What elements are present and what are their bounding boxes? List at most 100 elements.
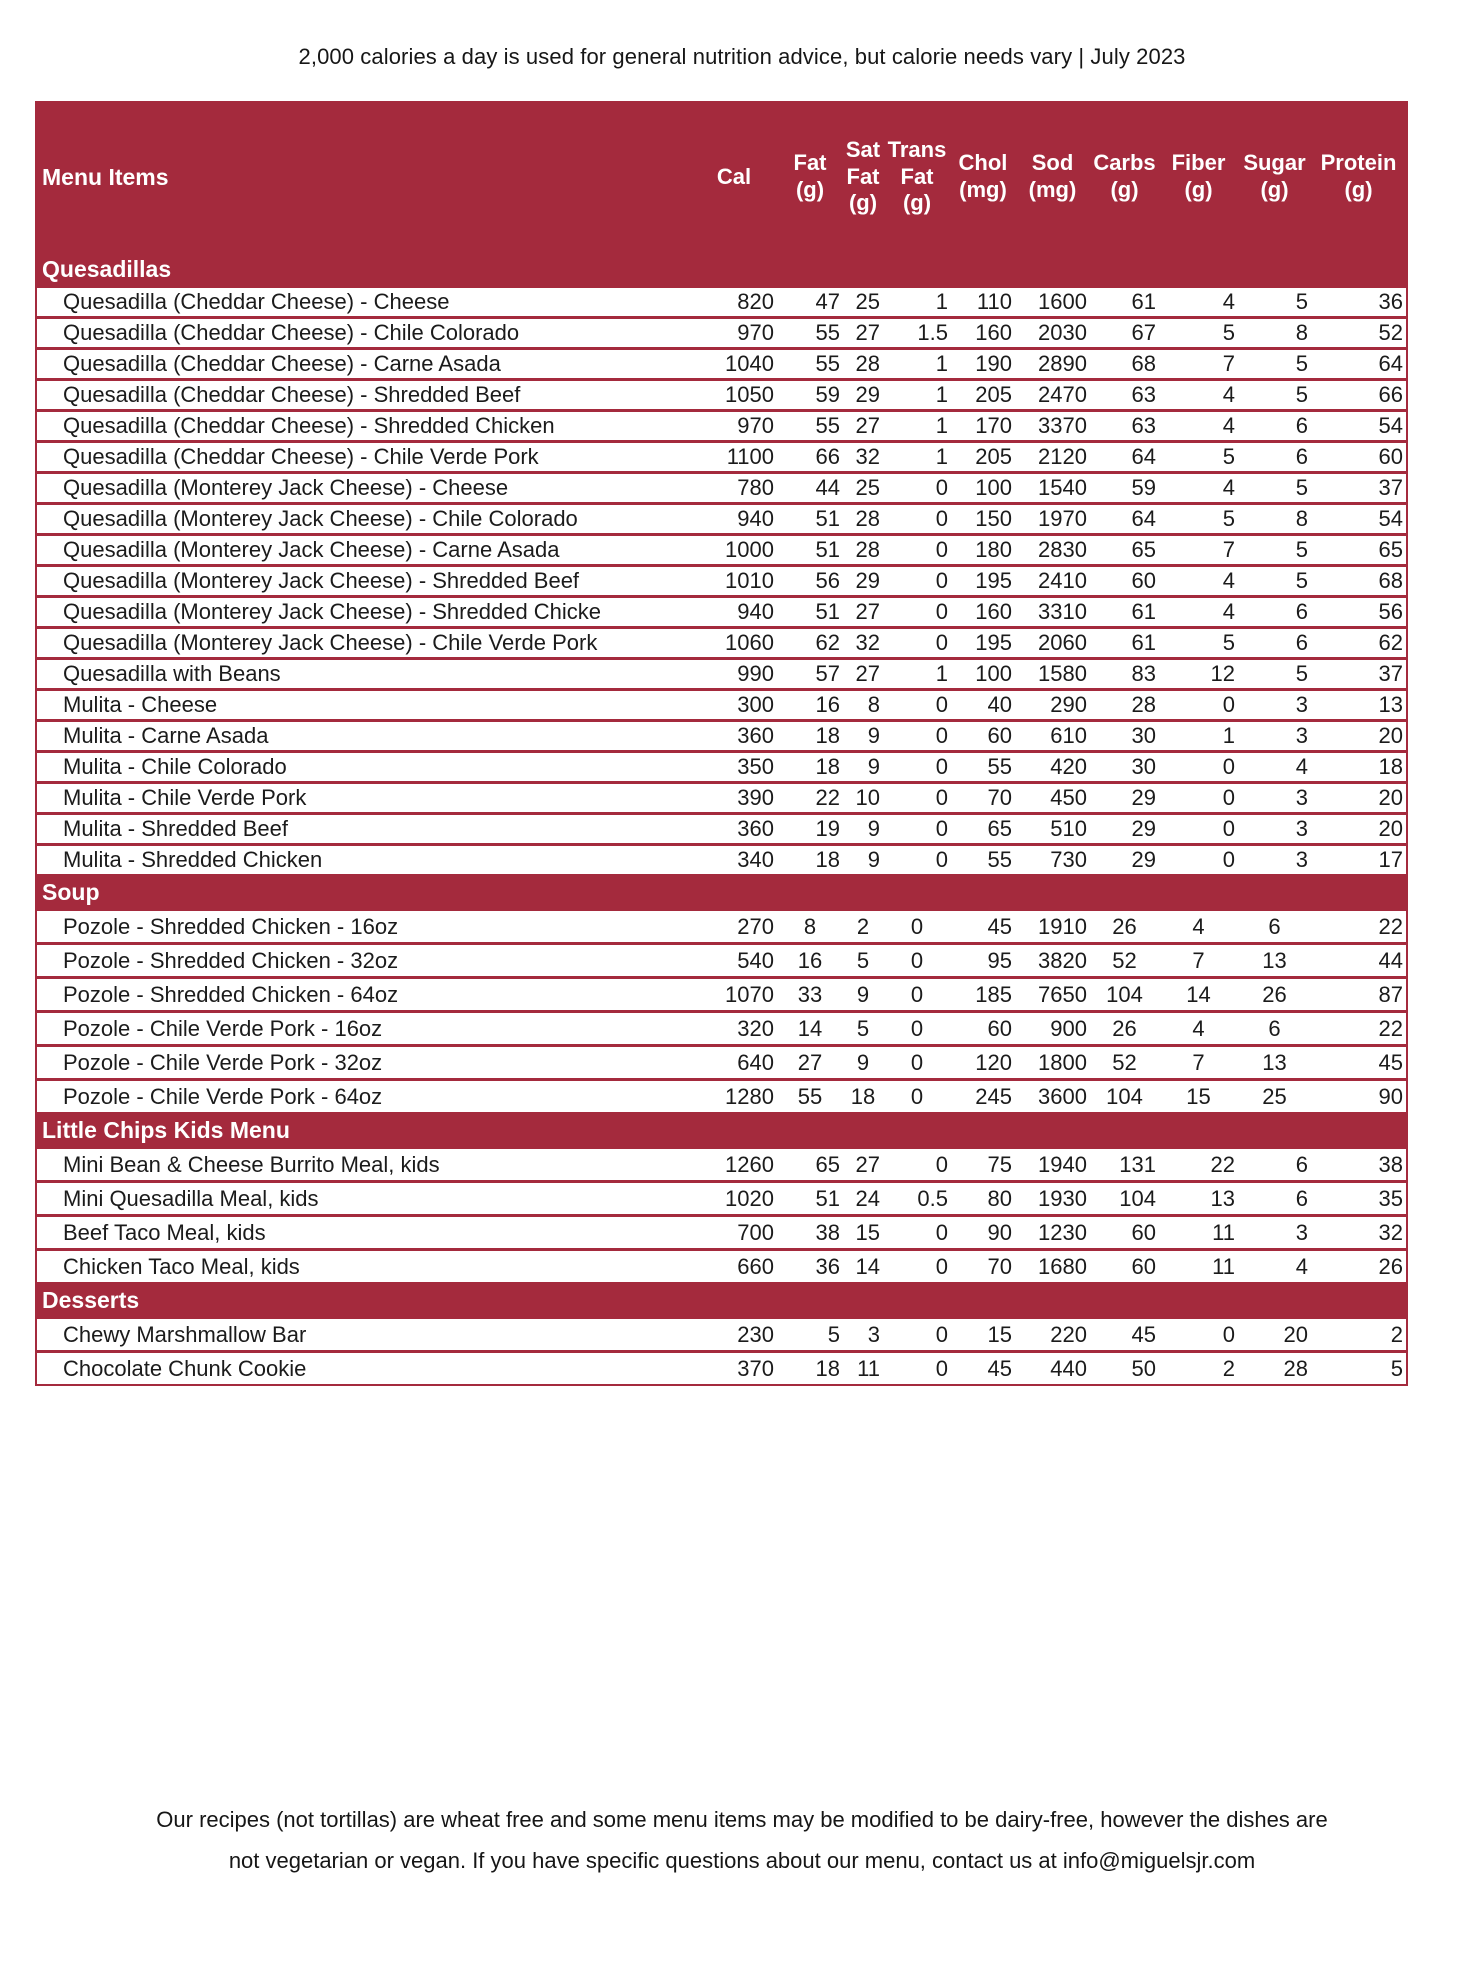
value-sod: 1940: [1038, 1151, 1087, 1177]
value-chol: 195: [975, 568, 1012, 593]
value-trans-fat: 0: [935, 568, 948, 593]
column-header-sat-fat: Sat Fat (g): [843, 137, 883, 217]
value-sugar: 6: [1295, 599, 1308, 624]
value-chol: 190: [975, 351, 1012, 376]
value-sod: 1230: [1038, 1219, 1087, 1245]
menu-item-row: Quesadilla (Monterey Jack Cheese) - Chil…: [37, 505, 1406, 533]
value-sugar: 3: [1295, 692, 1308, 717]
value-trans-fat: 1: [935, 661, 948, 686]
value-sugar: 5: [1295, 537, 1308, 562]
value-sod: 510: [1050, 816, 1087, 841]
value-sod: 2030: [1038, 320, 1087, 345]
column-header-chol: Chol (mg): [951, 150, 1015, 204]
value-fat: 19: [815, 816, 840, 841]
menu-item-name: Chewy Marshmallow Bar: [63, 1321, 307, 1347]
value-trans-fat: 0: [935, 754, 948, 779]
value-fat: 18: [815, 847, 840, 872]
menu-item-name: Quesadilla (Monterey Jack Cheese) - Chil…: [63, 506, 578, 531]
menu-item-row: Mini Bean & Cheese Burrito Meal, kids 126…: [37, 1149, 1406, 1180]
menu-item-row: Quesadilla (Monterey Jack Cheese) - Shre…: [37, 567, 1406, 595]
value-trans-fat: 0: [935, 630, 948, 655]
column-header-trans-fat-line: Fat: [900, 163, 934, 189]
value-cal: 940: [737, 599, 774, 624]
nutrition-table: Menu Items Cal Fat (g) Sat Fat (g) Trans Fat (g)…: [35, 101, 1408, 1386]
value-cal: 940: [737, 506, 774, 531]
value-sod: 2470: [1038, 382, 1087, 407]
value-sod: 1800: [1038, 1049, 1087, 1075]
menu-item-row: Beef Taco Meal, kids 700 38 15 0 90 1230 60 11 3 3…: [37, 1217, 1406, 1248]
value-fiber: 0: [1222, 754, 1235, 779]
value-trans-fat: 1: [935, 413, 948, 438]
value-sugar: 4: [1295, 1253, 1308, 1279]
menu-item-row: Pozole - Chile Verde Pork - 32oz 640 27 9 0 1…: [37, 1047, 1406, 1078]
value-fiber: 22: [1210, 1151, 1235, 1177]
value-trans-fat: 0: [935, 506, 948, 531]
value-protein: 22: [1378, 1015, 1403, 1041]
column-header-sat-fat-line: Fat: [846, 163, 880, 189]
value-protein: 17: [1378, 847, 1403, 872]
value-chol: 180: [975, 537, 1012, 562]
value-sod: 1970: [1038, 506, 1087, 531]
value-protein: 22: [1378, 913, 1403, 939]
value-protein: 65: [1378, 537, 1403, 562]
value-carbs: 45: [1131, 1321, 1156, 1347]
value-carbs: 60: [1131, 568, 1156, 593]
value-fiber: 4: [1222, 599, 1235, 624]
column-header-trans-fat: Trans Fat (g): [883, 137, 951, 217]
value-sugar: 6: [1295, 444, 1308, 469]
value-sugar: 5: [1295, 661, 1308, 686]
value-chol: 150: [975, 506, 1012, 531]
value-fat: 22: [815, 785, 840, 810]
menu-item-row: Pozole - Shredded Chicken - 16oz 270 8 2 0 45…: [37, 911, 1406, 942]
value-protein: 13: [1378, 692, 1403, 717]
value-cal: 340: [737, 847, 774, 872]
column-header-sugar-line: (g): [1260, 177, 1289, 202]
value-sugar: 3: [1295, 1219, 1308, 1245]
value-sat-fat: 28: [855, 506, 880, 531]
value-cal: 370: [737, 1355, 774, 1381]
value-cal: 1050: [725, 382, 774, 407]
value-sugar: 26: [1262, 981, 1287, 1007]
menu-item-row: Pozole - Shredded Chicken - 64oz 1070 33 9 0…: [37, 979, 1406, 1010]
value-carbs: 29: [1131, 847, 1156, 872]
value-trans-fat: 0: [935, 537, 948, 562]
column-header-protein-line: (g): [1344, 177, 1373, 202]
menu-item-name: Beef Taco Meal, kids: [63, 1219, 266, 1245]
value-cal: 350: [737, 754, 774, 779]
value-cal: 270: [737, 913, 774, 939]
value-sod: 1540: [1038, 475, 1087, 500]
value-sugar: 8: [1295, 320, 1308, 345]
value-protein: 54: [1378, 413, 1403, 438]
value-fiber: 12: [1210, 661, 1235, 686]
value-protein: 64: [1378, 351, 1403, 376]
value-protein: 44: [1378, 947, 1403, 973]
footer-line-1: Our recipes (not tortillas) are wheat fr…: [156, 1807, 1328, 1832]
value-fiber: 4: [1222, 568, 1235, 593]
value-carbs: 28: [1131, 692, 1156, 717]
value-cal: 970: [737, 320, 774, 345]
value-sugar: 5: [1295, 382, 1308, 407]
menu-item-row: Quesadilla (Cheddar Cheese) - Cheese 820 4…: [37, 288, 1406, 316]
value-carbs: 63: [1131, 413, 1156, 438]
menu-item-row: Mulita - Shredded Beef 360 19 9 0 65 510 29 0 3 20: [37, 815, 1406, 843]
value-fat: 57: [815, 661, 840, 686]
value-chol: 55: [987, 847, 1012, 872]
value-fiber: 7: [1222, 537, 1235, 562]
value-sat-fat: 15: [855, 1219, 880, 1245]
value-chol: 70: [987, 785, 1012, 810]
value-cal: 1060: [725, 630, 774, 655]
value-sat-fat: 11: [857, 1355, 880, 1381]
menu-item-name: Mini Quesadilla Meal, kids: [63, 1185, 319, 1211]
value-chol: 185: [975, 981, 1012, 1007]
value-trans-fat: 1.5: [917, 320, 948, 345]
value-chol: 80: [987, 1185, 1012, 1211]
value-fiber: 0: [1222, 692, 1235, 717]
value-chol: 110: [976, 289, 1012, 314]
value-chol: 45: [987, 913, 1012, 939]
value-sod: 450: [1050, 785, 1087, 810]
value-chol: 160: [975, 599, 1012, 624]
value-sugar: 20: [1283, 1321, 1308, 1347]
value-sugar: 28: [1283, 1355, 1308, 1381]
value-protein: 20: [1378, 816, 1403, 841]
value-fiber: 15: [1186, 1083, 1211, 1109]
